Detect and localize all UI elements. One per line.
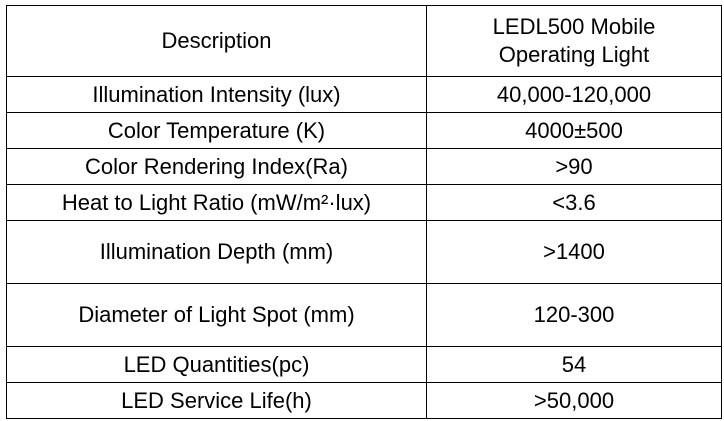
header-product-line1: LEDL500 Mobile bbox=[492, 14, 656, 39]
table-row: Illumination Intensity (lux) 40,000-120,… bbox=[6, 76, 722, 113]
row-value: 54 bbox=[426, 346, 722, 383]
header-product: LEDL500 Mobile Operating Light bbox=[426, 5, 722, 77]
header-row: Description LEDL500 Mobile Operating Lig… bbox=[6, 5, 722, 77]
table-row: LED Quantities(pc) 54 bbox=[6, 346, 722, 383]
row-value: >1400 bbox=[426, 220, 722, 284]
table-row: Color Temperature (K) 4000±500 bbox=[6, 112, 722, 149]
row-label: Color Rendering Index(Ra) bbox=[6, 148, 427, 185]
row-label: Heat to Light Ratio (mW/m²·lux) bbox=[6, 184, 427, 221]
table-row: Heat to Light Ratio (mW/m²·lux) <3.6 bbox=[6, 184, 722, 221]
spec-table: Description LEDL500 Mobile Operating Lig… bbox=[6, 5, 722, 419]
header-product-line2: Operating Light bbox=[498, 42, 650, 67]
row-value: >90 bbox=[426, 148, 722, 185]
header-description: Description bbox=[6, 5, 427, 77]
row-label: Illumination Intensity (lux) bbox=[6, 76, 427, 113]
table-row: Diameter of Light Spot (mm) 120-300 bbox=[6, 283, 722, 347]
row-value: <3.6 bbox=[426, 184, 722, 221]
table-row: Color Rendering Index(Ra) >90 bbox=[6, 148, 722, 185]
row-value: 120-300 bbox=[426, 283, 722, 347]
row-value: >50,000 bbox=[426, 382, 722, 419]
row-label: Color Temperature (K) bbox=[6, 112, 427, 149]
row-value: 40,000-120,000 bbox=[426, 76, 722, 113]
row-label: Illumination Depth (mm) bbox=[6, 220, 427, 284]
row-label: LED Service Life(h) bbox=[6, 382, 427, 419]
row-value: 4000±500 bbox=[426, 112, 722, 149]
table-row: Illumination Depth (mm) >1400 bbox=[6, 220, 722, 284]
table-row: LED Service Life(h) >50,000 bbox=[6, 382, 722, 419]
row-label: Diameter of Light Spot (mm) bbox=[6, 283, 427, 347]
row-label: LED Quantities(pc) bbox=[6, 346, 427, 383]
